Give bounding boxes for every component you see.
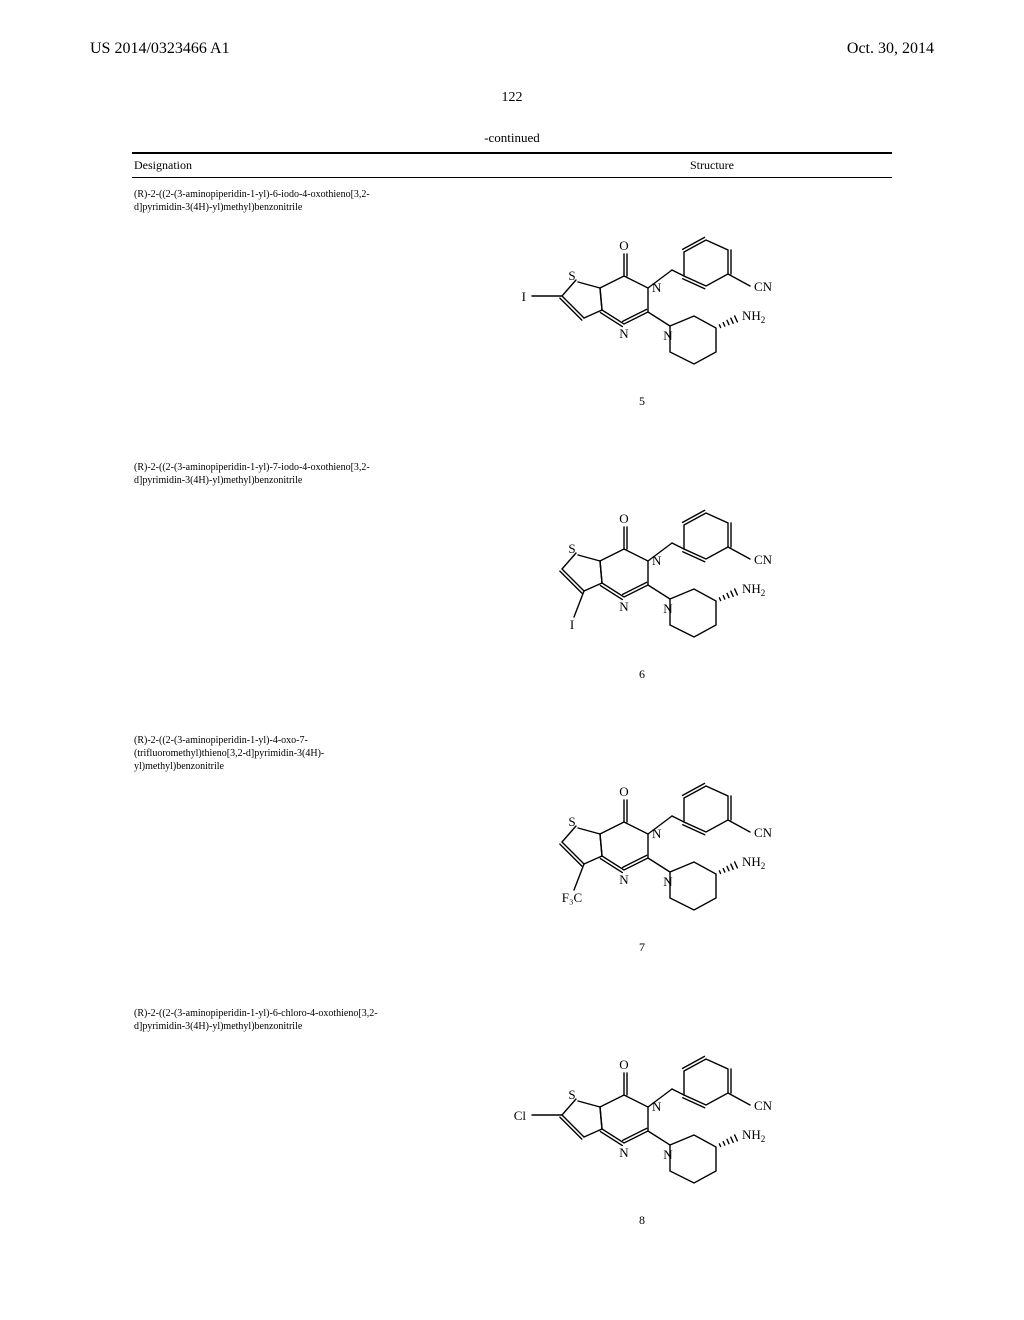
svg-text:F₃C: F₃C — [562, 890, 582, 905]
svg-text:N: N — [652, 1099, 662, 1114]
table-row: (R)-2-((2-(3-aminopiperidin-1-yl)-7-iodo… — [132, 451, 892, 682]
svg-text:N: N — [663, 601, 673, 616]
svg-text:O: O — [619, 784, 628, 799]
row-spacer — [132, 409, 892, 451]
designation-cell: (R)-2-((2-(3-aminopiperidin-1-yl)-7-iodo… — [132, 461, 392, 682]
svg-text:CN: CN — [754, 279, 773, 294]
structure-cell: F₃C S O N N N CN NH2 7 — [392, 734, 892, 955]
svg-text:NH2: NH2 — [742, 581, 765, 598]
svg-text:S: S — [568, 541, 575, 556]
structure-number: 6 — [639, 667, 645, 682]
table-row: (R)-2-((2-(3-aminopiperidin-1-yl)-4-oxo-… — [132, 724, 892, 955]
structure-cell: I S O N N N CN NH2 5 — [392, 188, 892, 409]
svg-text:CN: CN — [754, 825, 773, 840]
page-header: US 2014/0323466 A1 Oct. 30, 2014 — [90, 40, 934, 58]
svg-text:N: N — [663, 328, 673, 343]
svg-text:NH2: NH2 — [742, 1127, 765, 1144]
table-header-row: Designation Structure — [132, 154, 892, 178]
structure-cell: Cl S O N N N CN NH2 8 — [392, 1007, 892, 1228]
svg-text:N: N — [663, 1147, 673, 1162]
svg-text:I: I — [570, 617, 574, 632]
svg-text:N: N — [663, 874, 673, 889]
svg-text:S: S — [568, 268, 575, 283]
svg-text:I: I — [522, 289, 526, 304]
designation-cell: (R)-2-((2-(3-aminopiperidin-1-yl)-4-oxo-… — [132, 734, 392, 955]
row-spacer — [132, 955, 892, 997]
svg-text:N: N — [652, 280, 662, 295]
svg-text:S: S — [568, 1087, 575, 1102]
svg-text:CN: CN — [754, 552, 773, 567]
svg-text:O: O — [619, 238, 628, 253]
svg-text:CN: CN — [754, 1098, 773, 1113]
svg-text:N: N — [652, 826, 662, 841]
publication-number: US 2014/0323466 A1 — [90, 40, 230, 58]
column-header-designation: Designation — [132, 158, 392, 173]
designation-cell: (R)-2-((2-(3-aminopiperidin-1-yl)-6-chlo… — [132, 1007, 392, 1228]
svg-text:O: O — [619, 1057, 628, 1072]
structure-number: 5 — [639, 394, 645, 409]
publication-date: Oct. 30, 2014 — [847, 40, 934, 58]
row-spacer — [132, 682, 892, 724]
svg-text:NH2: NH2 — [742, 854, 765, 871]
table-row: (R)-2-((2-(3-aminopiperidin-1-yl)-6-iodo… — [132, 178, 892, 409]
svg-text:S: S — [568, 814, 575, 829]
table-continued-label: -continued — [90, 130, 934, 146]
page-number: 122 — [90, 90, 934, 106]
structure-number: 8 — [639, 1213, 645, 1228]
svg-text:N: N — [652, 553, 662, 568]
structure-number: 7 — [639, 940, 645, 955]
compound-table: Designation Structure (R)-2-((2-(3-amino… — [132, 152, 892, 1228]
svg-text:NH2: NH2 — [742, 308, 765, 325]
column-header-structure: Structure — [392, 158, 892, 173]
svg-text:N: N — [619, 599, 629, 614]
svg-text:N: N — [619, 1145, 629, 1160]
structure-cell: I S O N N N CN NH2 6 — [392, 461, 892, 682]
svg-text:Cl: Cl — [514, 1108, 527, 1123]
table-row: (R)-2-((2-(3-aminopiperidin-1-yl)-6-chlo… — [132, 997, 892, 1228]
svg-text:N: N — [619, 872, 629, 887]
svg-text:O: O — [619, 511, 628, 526]
designation-cell: (R)-2-((2-(3-aminopiperidin-1-yl)-6-iodo… — [132, 188, 392, 409]
svg-text:N: N — [619, 326, 629, 341]
